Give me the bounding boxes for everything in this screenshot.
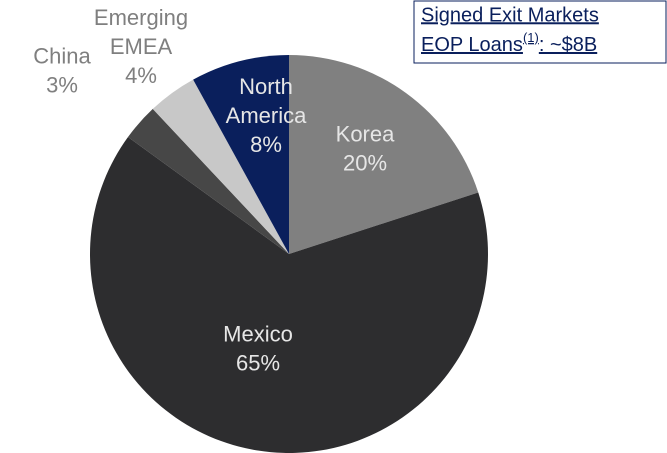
value-label: 65% — [236, 350, 280, 375]
value-label: 3% — [46, 72, 78, 97]
pie-slice — [90, 137, 489, 453]
category-label: Korea — [336, 121, 395, 146]
pie — [90, 55, 489, 453]
annotation-superscript: (1) — [523, 30, 539, 45]
category-label: North America — [226, 74, 307, 128]
pie-slice — [128, 108, 289, 254]
annotation-suffix: : ~$8B — [539, 34, 597, 56]
annotation-text: EOP Loans(1): ~$8B — [421, 30, 597, 56]
pie-slice — [193, 55, 289, 254]
annotation-title: Signed Exit Markets — [421, 4, 599, 26]
value-label: 20% — [343, 150, 387, 175]
pie-slice — [289, 55, 479, 254]
category-label: Emerging EMEA — [94, 5, 188, 59]
annotation-box — [413, 0, 667, 64]
value-label: 8% — [250, 132, 282, 157]
category-label: Mexico — [223, 321, 293, 346]
labels: Korea 20% Mexico 65% China 3% Emerging EMEA 4% No… — [33, 5, 395, 376]
annotation-label: EOP Loans — [421, 34, 523, 56]
category-label: China — [33, 43, 91, 68]
pie-slice — [152, 79, 289, 255]
value-label: 4% — [125, 63, 157, 88]
